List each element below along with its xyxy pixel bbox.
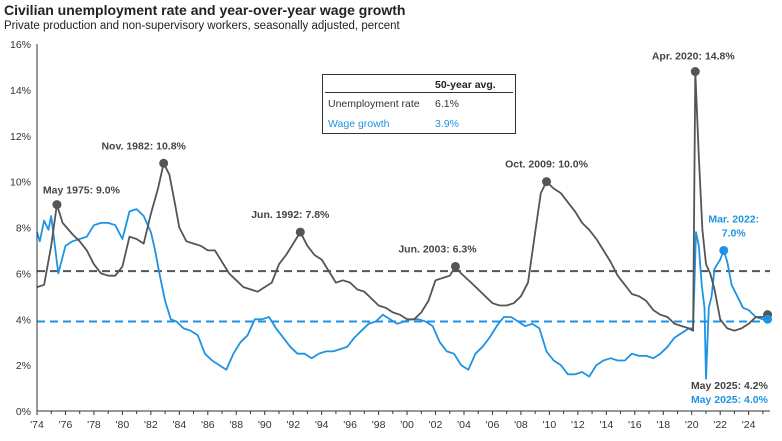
wage-peak-marker [763,314,773,324]
annotation-label: May 1975: 9.0% [43,185,121,197]
y-tick-label: 4% [16,314,31,326]
x-tick-label: '00 [400,419,414,431]
y-tick-label: 16% [10,39,31,51]
x-tick-label: '84 [172,419,186,431]
legend-wage-value: 3.9% [435,118,459,130]
x-tick-label: '94 [315,419,329,431]
x-tick-label: '20 [685,419,699,431]
legend-divider [325,92,513,93]
x-tick-label: '06 [486,419,500,431]
annotation-label: Apr. 2020: 14.8% [652,51,736,63]
x-tick-label: '10 [543,419,557,431]
annotation-label: Jun. 1992: 7.8% [251,209,330,221]
chart-subtitle: Private production and non-supervisory w… [4,20,400,32]
x-tick-label: '74 [30,419,44,431]
unemployment-peak-marker [542,177,552,187]
x-tick-label: '24 [742,419,756,431]
y-tick-label: 0% [16,406,31,418]
x-tick-label: '98 [372,419,386,431]
unemployment-peak-marker [159,158,169,168]
y-tick-label: 12% [10,131,31,143]
x-tick-label: '76 [59,419,73,431]
y-tick-label: 6% [16,268,31,280]
unemployment-peak-marker [450,261,460,271]
x-tick-label: '02 [429,419,443,431]
x-tick-label: '16 [628,419,642,431]
x-tick-label: '08 [514,419,528,431]
unemployment-peak-marker [295,227,305,237]
legend-unemployment-value: 6.1% [435,98,459,110]
annotation-label: Jun. 2003: 6.3% [398,243,477,255]
annotation-label: Mar. 2022: [708,213,759,225]
y-tick-label: 8% [16,223,31,235]
legend-unemployment-label: Unemployment rate [328,98,420,110]
legend-header: 50-year avg. [435,79,496,91]
chart-title: Civilian unemployment rate and year-over… [4,2,406,18]
x-tick-label: '80 [116,419,130,431]
annotation-label: Nov. 1982: 10.8% [101,140,186,152]
annotation-label: Oct. 2009: 10.0% [505,159,589,171]
annotation-label-line2: 7.0% [722,227,747,239]
y-tick-label: 14% [10,85,31,97]
x-tick-label: '86 [201,419,215,431]
x-tick-label: '78 [87,419,101,431]
x-tick-label: '96 [343,419,357,431]
x-tick-label: '82 [144,419,158,431]
y-tick-label: 2% [16,360,31,372]
wage-peak-marker [719,245,729,255]
x-tick-label: '12 [571,419,585,431]
x-tick-label: '22 [713,419,727,431]
annotation-label: May 2025: 4.2% [691,380,769,392]
x-tick-label: '92 [286,419,300,431]
y-tick-label: 10% [10,177,31,189]
unemployment-peak-marker [690,67,700,77]
legend-wage-label: Wage growth [328,118,390,130]
x-tick-label: '04 [457,419,471,431]
x-tick-label: '88 [229,419,243,431]
annotation-label: May 2025: 4.0% [691,394,769,406]
legend-box: 50-year avg. Unemployment rate 6.1% Wage… [322,74,516,134]
unemployment-peak-marker [52,200,62,210]
x-tick-label: '18 [656,419,670,431]
x-tick-label: '90 [258,419,272,431]
x-tick-label: '14 [599,419,613,431]
